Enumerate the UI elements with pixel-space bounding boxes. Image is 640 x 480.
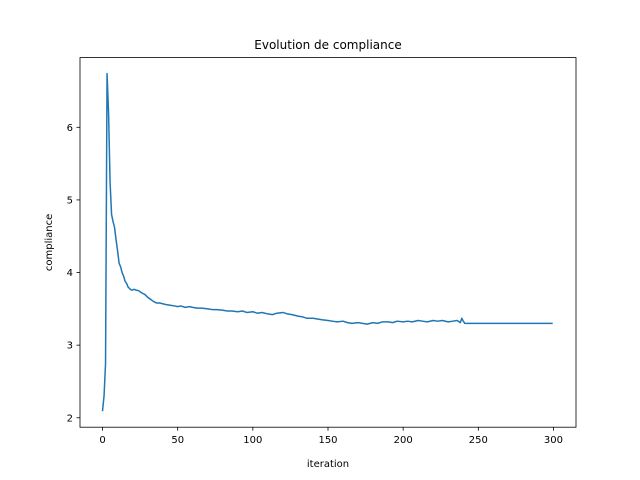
x-tick-label: 50 [171, 435, 184, 446]
x-tick-label: 250 [469, 435, 488, 446]
y-tick-label: 2 [67, 413, 73, 424]
y-tick-label: 5 [67, 196, 73, 207]
y-tick-label: 6 [67, 123, 73, 134]
x-tick-label: 0 [99, 435, 105, 446]
x-tick-label: 300 [544, 435, 563, 446]
x-tick-label: 200 [394, 435, 413, 446]
y-tick-label: 4 [67, 268, 73, 279]
x-tick-label: 100 [243, 435, 262, 446]
x-axis-label: iteration [307, 459, 349, 470]
chart-title: Evolution de compliance [254, 38, 401, 52]
series-line-0 [101, 72, 553, 412]
x-tick-label: 150 [318, 435, 337, 446]
y-axis: 2 3 4 5 6 [67, 123, 80, 424]
plot-area [101, 72, 553, 412]
y-tick-label: 3 [67, 341, 73, 352]
y-axis-label: compliance [44, 214, 55, 271]
x-axis: 0 50 100 150 200 250 300 [99, 427, 563, 446]
